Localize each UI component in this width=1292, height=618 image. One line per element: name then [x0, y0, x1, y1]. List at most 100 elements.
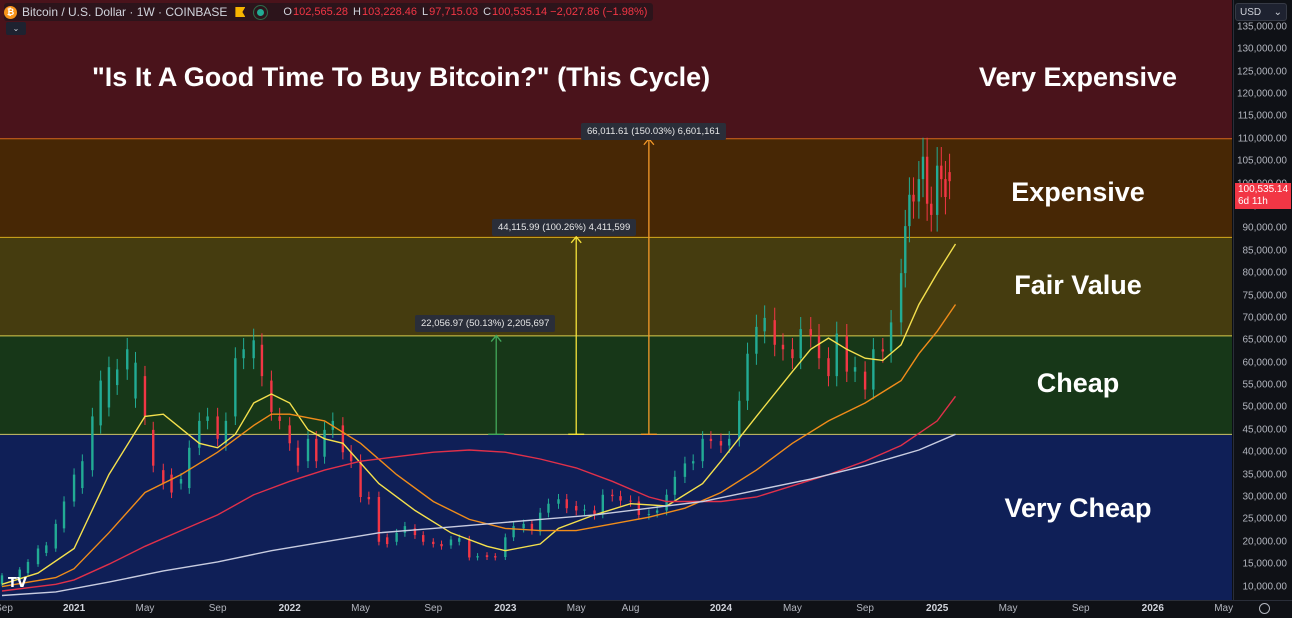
- y-tick-label: 80,000.00: [1242, 267, 1288, 279]
- candle-body-21: [198, 420, 201, 448]
- zone-label-cheap: Cheap: [1036, 368, 1120, 398]
- candle-body-48: [440, 544, 443, 547]
- ohlc-low-key: L: [422, 6, 429, 18]
- candle-body-67: [611, 494, 614, 497]
- candle-body-99: [899, 273, 903, 323]
- y-tick-label: 10,000.00: [1242, 581, 1288, 593]
- price-axis[interactable]: 10,000.00 15,000.00 20,000.00 25,000.00 30,0…: [1233, 0, 1292, 600]
- zone-band-2: [0, 237, 1232, 336]
- candle-body-71: [647, 514, 651, 516]
- tradingview-logo-icon[interactable]: TV: [8, 576, 27, 591]
- candle-body-80: [728, 438, 731, 446]
- candle-body-62: [565, 499, 568, 509]
- candle-body-22: [206, 416, 209, 421]
- x-tick-label: Aug: [621, 603, 640, 614]
- flag-icon[interactable]: [235, 7, 246, 17]
- bar-countdown: 6d 11h: [1238, 196, 1268, 207]
- collapse-legend-button[interactable]: ⌄: [6, 22, 26, 35]
- zone-label-very-expensive: Very Expensive: [978, 62, 1178, 92]
- x-tick-label: 2022: [278, 603, 301, 614]
- chevron-down-icon: ⌄: [1273, 6, 1282, 18]
- candle-body-79: [719, 441, 723, 446]
- candle-body-16: [152, 429, 155, 466]
- ohlc-close-key: C: [483, 6, 492, 18]
- symbol-legend[interactable]: ₿ Bitcoin / U.S. Dollar · 1W · COINBASE …: [4, 3, 654, 21]
- candle-body-108: [940, 165, 943, 180]
- ma-line-2: [1, 395, 957, 592]
- x-tick-label: May: [566, 603, 586, 614]
- candle-body-17: [162, 470, 165, 484]
- candle-body-82: [746, 353, 749, 401]
- y-tick-label: 30,000.00: [1242, 491, 1288, 503]
- candle-body-76: [691, 461, 695, 464]
- y-tick-label: 75,000.00: [1242, 290, 1288, 302]
- ohlc-open-value: 102,565.28: [292, 6, 349, 18]
- x-tick-label: 2021: [62, 603, 86, 614]
- x-tick-label: Sep: [424, 603, 443, 614]
- candle-body-15: [143, 376, 147, 417]
- candle-body-3: [36, 548, 40, 565]
- candle-body-6: [62, 501, 66, 529]
- x-tick-label: May: [351, 603, 371, 614]
- candle-body-39: [359, 461, 362, 498]
- candle-body-95: [863, 371, 867, 390]
- candle-body-81: [738, 400, 741, 439]
- candle-body-65: [593, 510, 596, 515]
- x-tick-label: Sep: [856, 603, 874, 614]
- candle-body-40: [367, 497, 371, 500]
- candle-body-38: [349, 452, 353, 462]
- zone-label-expensive: Expensive: [1011, 177, 1145, 207]
- time-axis[interactable]: Sep 2021 May Sep 2022 May Sep 2023 May Aug 2024 May…: [0, 600, 1292, 618]
- currency-label: USD: [1240, 6, 1262, 18]
- candle-body-57: [522, 523, 525, 529]
- candle-body-75: [683, 463, 687, 477]
- chart-area[interactable]: "Is It A Good Time To Buy Bitcoin?" (Thi…: [0, 0, 1232, 600]
- candle-body-37: [341, 425, 345, 453]
- settings-icon[interactable]: [1259, 603, 1270, 614]
- candle-body-59: [538, 512, 542, 532]
- candle-body-85: [773, 320, 776, 345]
- symbol-title[interactable]: Bitcoin / U.S. Dollar · 1W · COINBASE: [22, 5, 228, 19]
- y-tick-label: 90,000.00: [1242, 222, 1288, 234]
- x-tick-label: 2025: [926, 603, 949, 614]
- measure-label-50: 22,056.97 (50.13%) 2,205,697: [415, 315, 556, 332]
- currency-select[interactable]: USD ⌄: [1235, 3, 1287, 21]
- candle-body-53: [485, 555, 489, 558]
- zone-band-1: [0, 335, 1232, 435]
- candle-body-29: [270, 380, 273, 412]
- candle-body-90: [817, 335, 821, 359]
- y-tick-label: 105,000.00: [1236, 155, 1287, 167]
- x-tick-label: 2024: [709, 603, 733, 614]
- candle-body-102: [912, 194, 915, 202]
- candle-body-28: [260, 344, 264, 377]
- y-tick-label: 50,000.00: [1242, 401, 1288, 413]
- candle-body-70: [637, 501, 641, 515]
- candle-body-69: [629, 500, 632, 502]
- candle-body-10: [99, 380, 102, 426]
- candle-body-45: [413, 528, 417, 536]
- ohlc-high-key: H: [353, 6, 361, 18]
- y-tick-label: 125,000.00: [1236, 66, 1287, 78]
- candle-body-60: [547, 503, 550, 513]
- y-tick-label: 15,000.00: [1242, 558, 1288, 570]
- candle-body-83: [755, 326, 758, 354]
- candle-body-8: [81, 461, 84, 489]
- y-tick-label: 55,000.00: [1242, 379, 1288, 391]
- zone-band-0: [0, 434, 1232, 600]
- y-tick-label: 25,000.00: [1242, 513, 1288, 525]
- ohlc-open-key: O: [283, 6, 292, 18]
- measure-label-100: 44,115.99 (100.26%) 4,411,599: [492, 219, 637, 236]
- candle-body-11: [107, 367, 111, 408]
- candle-body-32: [296, 447, 300, 466]
- y-tick-label: 115,000.00: [1237, 110, 1287, 122]
- candle-body-24: [224, 420, 228, 444]
- candle-body-26: [242, 349, 245, 359]
- candle-body-14: [134, 362, 137, 399]
- candle-body-100: [904, 226, 907, 274]
- ma-line-0: [1, 243, 957, 585]
- price-chart[interactable]: [0, 0, 1232, 600]
- last-price: 100,535.14: [1238, 184, 1289, 195]
- candle-body-66: [601, 494, 605, 514]
- candle-body-44: [403, 526, 407, 533]
- y-tick-label: 130,000.00: [1236, 43, 1287, 55]
